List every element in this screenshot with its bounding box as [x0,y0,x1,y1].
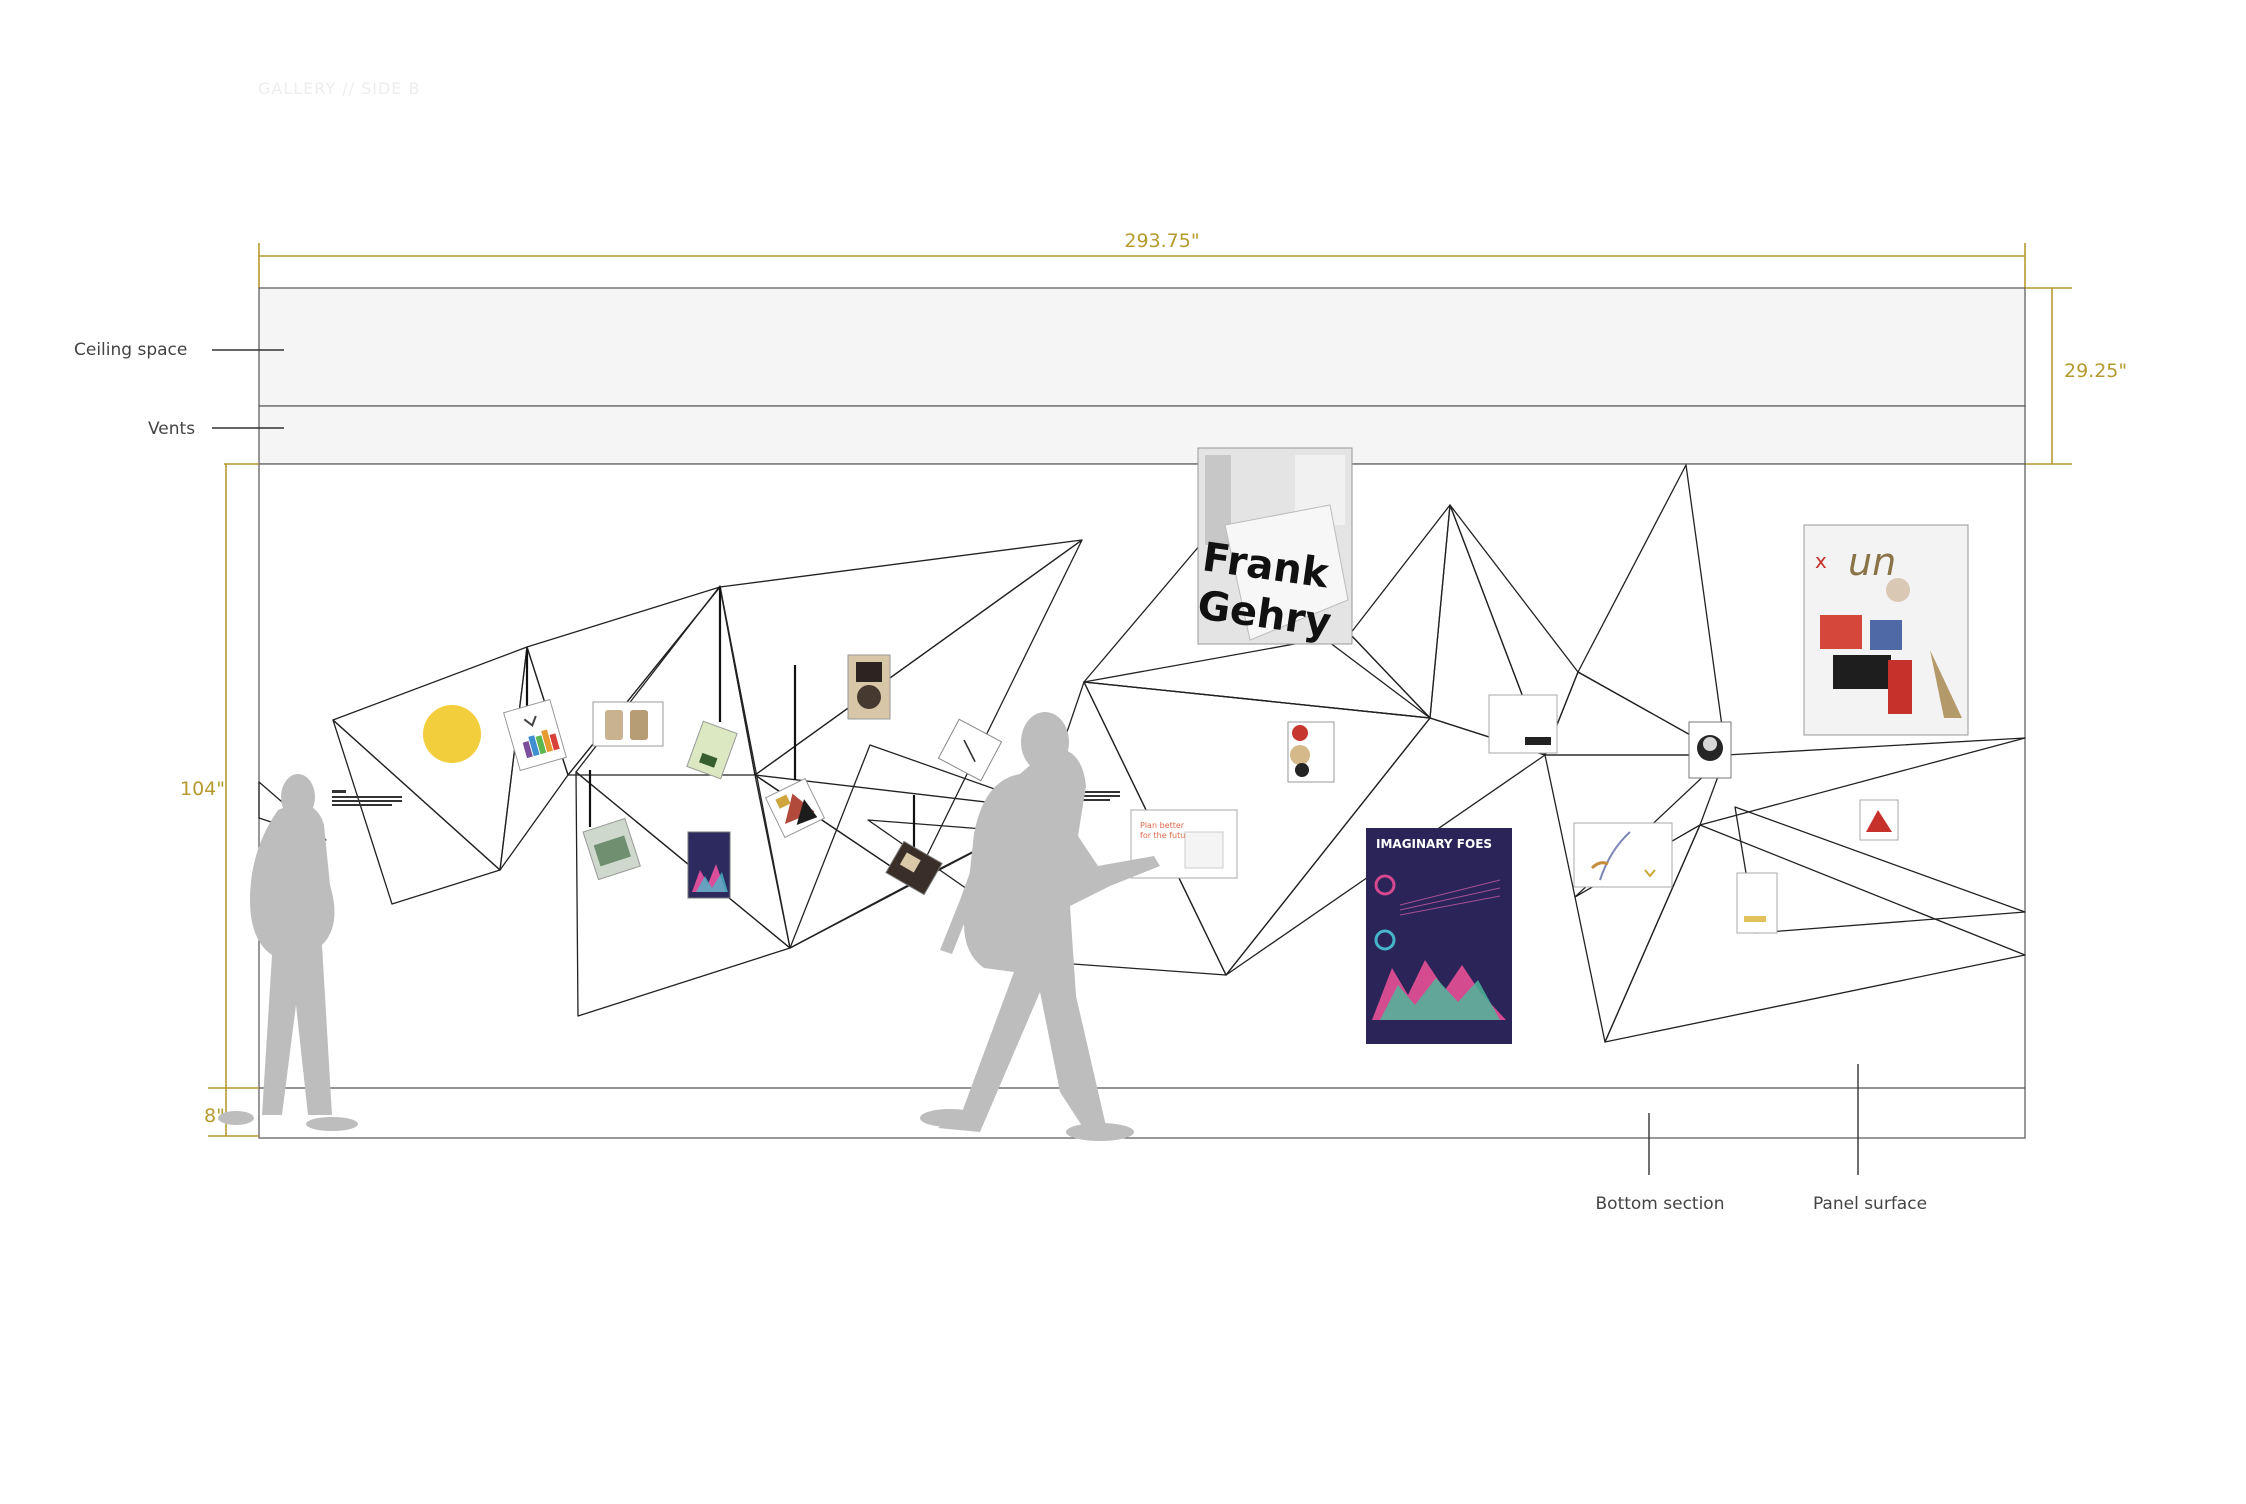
triangle [332,719,501,905]
white-card [937,718,1003,782]
poster-word-un: un [1848,540,1896,584]
ceiling-band [258,287,2026,407]
photo-card [582,817,641,881]
bottom-section-label: Bottom section [1596,1194,1725,1214]
green-card [686,720,738,780]
mode-card [1488,694,1558,754]
triangle [575,771,791,1017]
page-title: GALLERY // SIDE B [258,79,420,98]
base-height-label: 8" [204,1105,225,1127]
caption-block-left [332,790,402,806]
typographic-poster: un x [1803,524,1969,736]
ceiling-space-label: Ceiling space [74,340,187,360]
color-bars-card [503,698,567,772]
top-height-label: 29.25" [2064,360,2127,382]
yellow-sun-artwork [423,705,481,763]
imaginary-foes-poster: IMAGINARY FOES [1366,828,1512,1044]
plan-better-card: Plan better for the future [1130,809,1238,879]
wall-height-dimension [208,463,259,1137]
portrait-card [1688,721,1732,779]
botanical-card [1573,822,1673,888]
panel-surface-label: Panel surface [1813,1194,1927,1214]
man-silhouette [920,712,1160,1141]
abstract-card [764,777,826,839]
width-dimension [258,243,2026,288]
triangle [719,539,1083,776]
dark-portrait-card [847,654,891,720]
wall-height-label: 104" [180,778,225,800]
woman-silhouette [218,774,358,1131]
leather-card [885,840,943,896]
vents-label: Vents [148,419,195,439]
plan-line2: for the future [1140,831,1193,840]
small-red-card [1859,799,1899,841]
width-dimension-label: 293.75" [1124,230,1199,252]
plan-line1: Plan better [1140,821,1185,830]
poster-word-x: x [1815,549,1827,573]
circles-card [1287,721,1335,783]
triangle [1699,737,2026,826]
hanging-wires [525,587,916,855]
tall-white-card [1736,872,1778,934]
triangle [1734,806,2026,934]
frank-gehry-poster: Frank Gehry [1195,447,1353,647]
packaging-card [592,701,664,747]
top-height-dimension [2025,287,2072,465]
vents-band [258,405,2026,465]
violet-poster [687,831,731,899]
imaginary-foes-title: IMAGINARY FOES [1376,837,1492,851]
